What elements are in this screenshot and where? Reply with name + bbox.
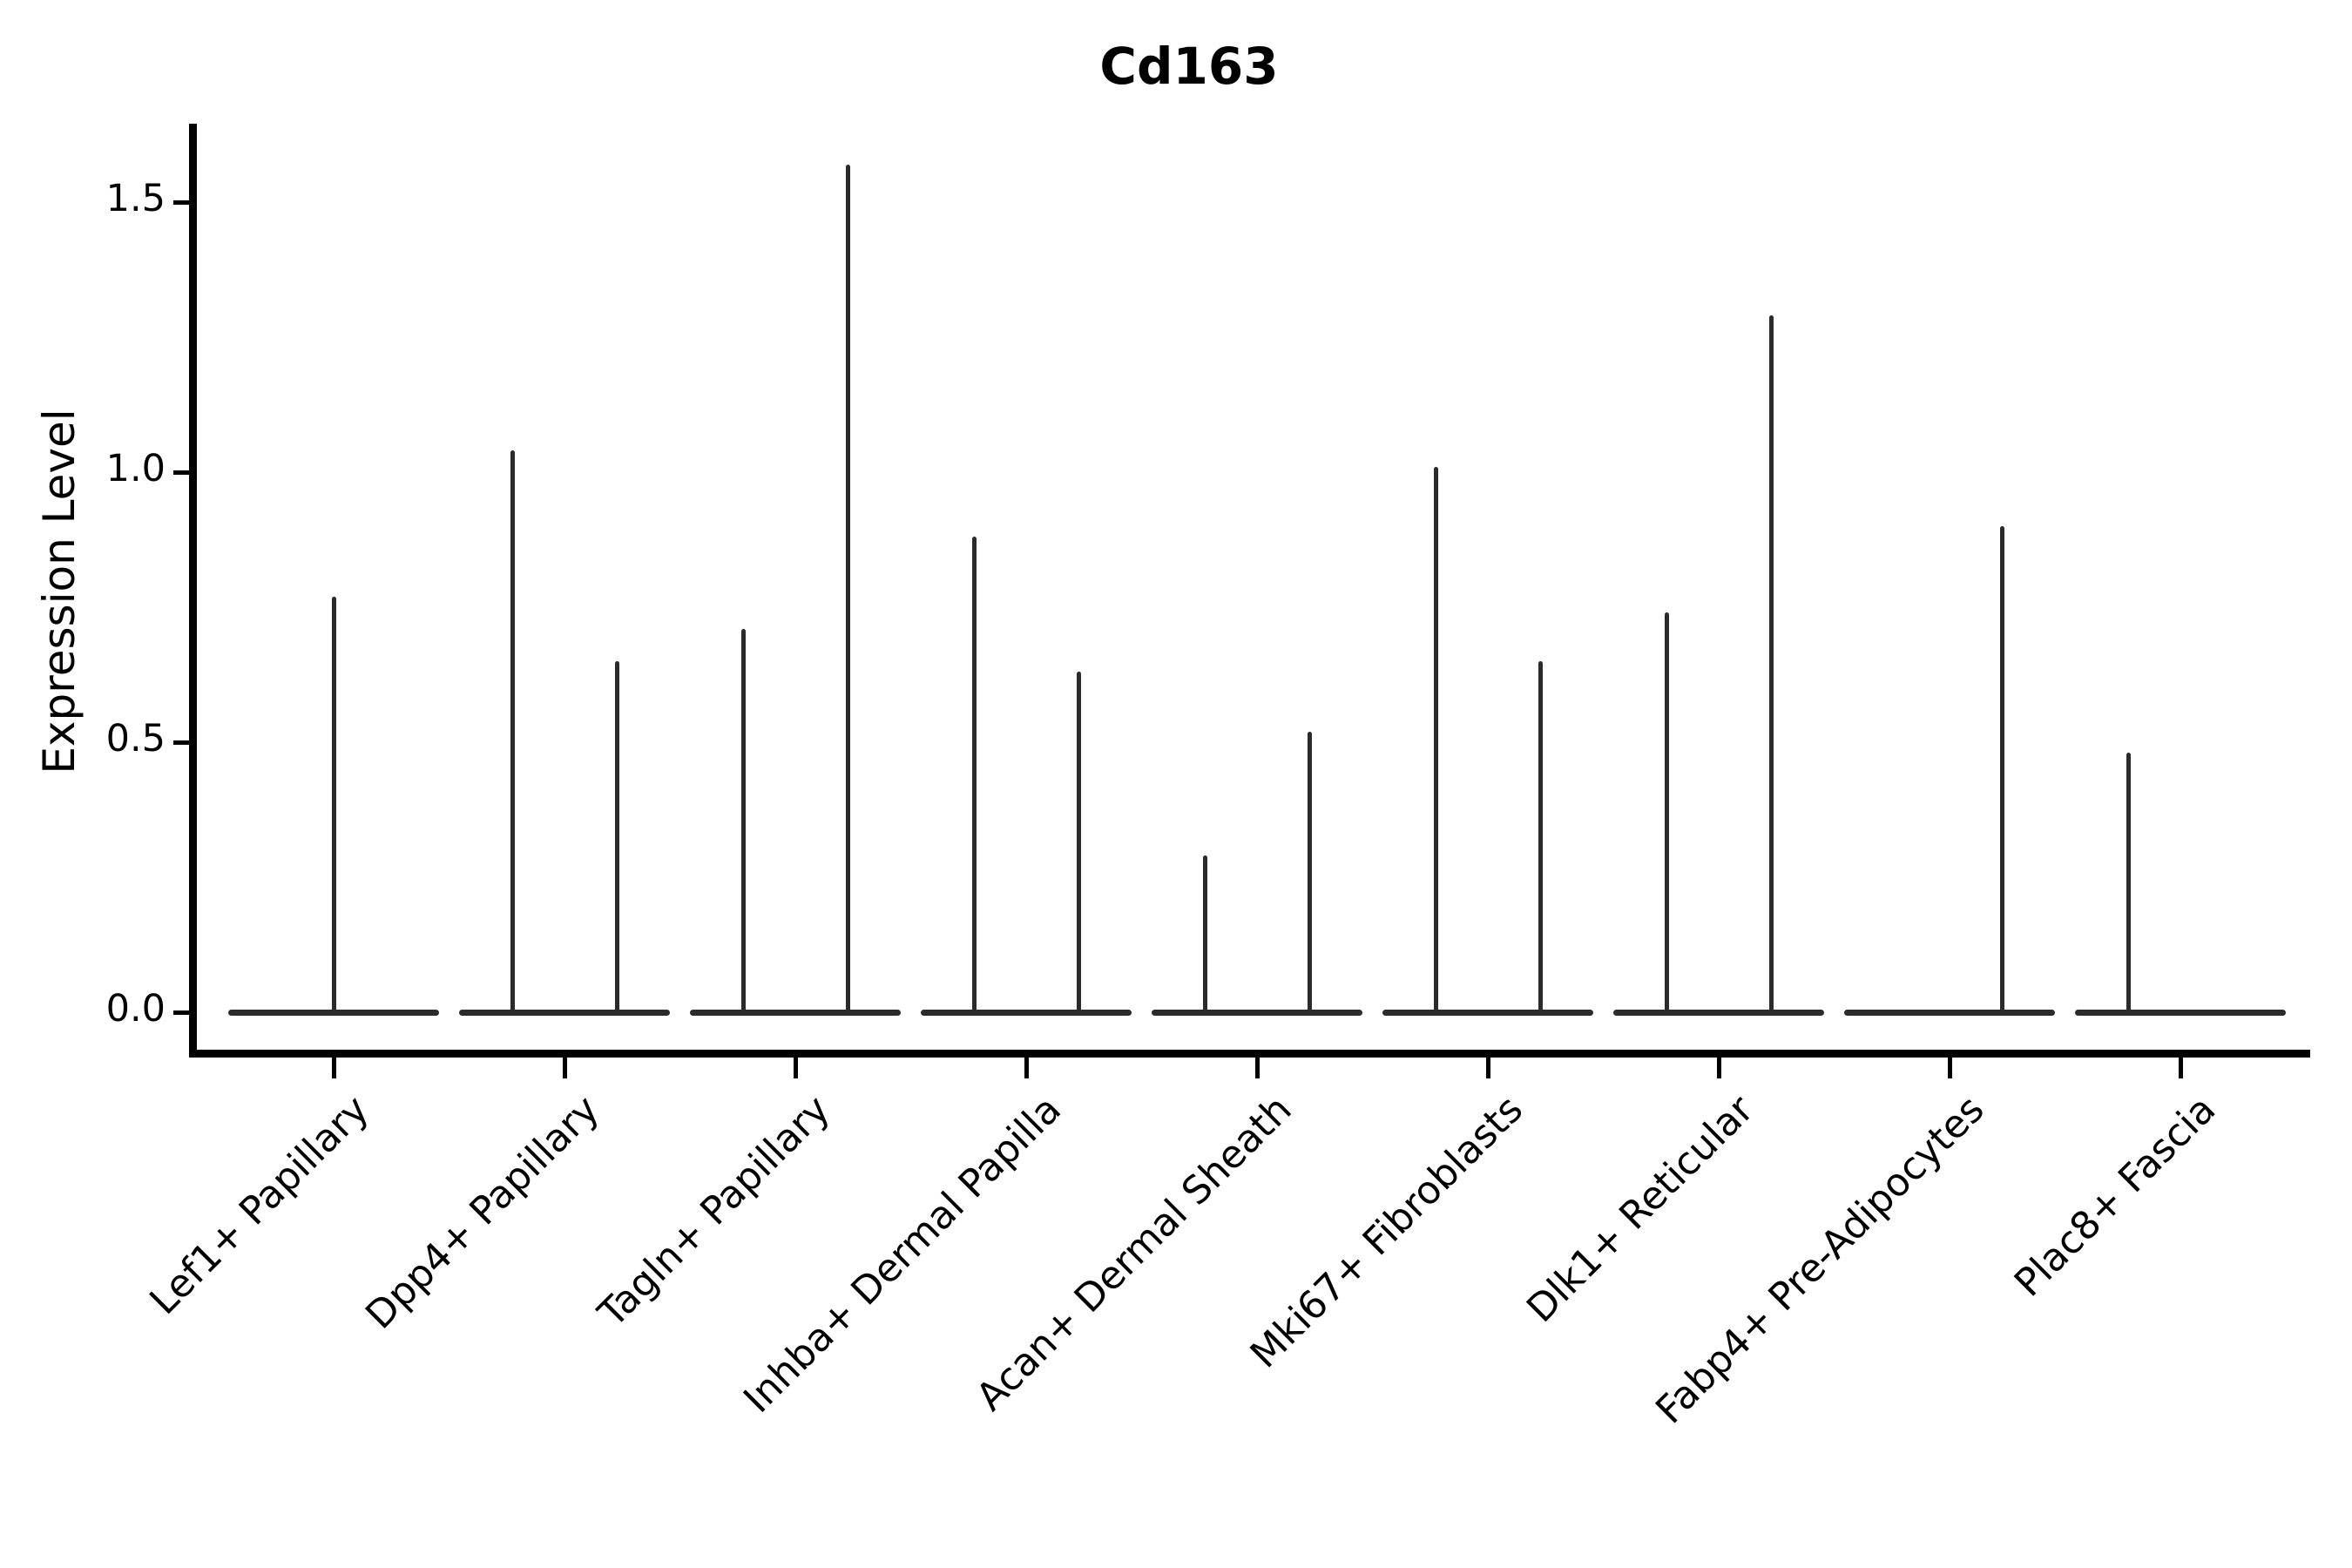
violin-spike [845, 164, 850, 1012]
violin-spike [1538, 661, 1543, 1012]
x-tick-mark [331, 1058, 336, 1078]
violin-baseline [2075, 1009, 2286, 1016]
y-tick-label: 1.5 [105, 177, 166, 220]
y-tick-mark [173, 470, 193, 475]
violin-spike [1202, 855, 1207, 1012]
y-tick-mark [173, 1010, 193, 1015]
x-tick-mark [1024, 1058, 1029, 1078]
violin-spike [1768, 315, 1774, 1012]
violin-spike [1076, 672, 1081, 1012]
x-axis-spine [189, 1050, 2310, 1058]
chart-title: Cd163 [1099, 37, 1279, 96]
violin-spike [1307, 731, 1312, 1012]
x-tick-label: Dpp4+ Papillary [357, 1087, 609, 1338]
violin-baseline [1152, 1009, 1362, 1016]
y-tick-label: 1.0 [105, 447, 166, 490]
violin-spike [2126, 753, 2131, 1012]
x-tick-label: Dlk1+ Reticular [1518, 1087, 1763, 1331]
x-tick-label: Lef1+ Papillary [140, 1087, 378, 1324]
violin-baseline [921, 1009, 1132, 1016]
x-tick-mark [1254, 1058, 1260, 1078]
y-tick-mark [173, 740, 193, 745]
y-tick-label: 0.5 [105, 717, 166, 760]
violin-baseline [1613, 1009, 1824, 1016]
violin-spike [1664, 612, 1669, 1012]
x-tick-mark [1716, 1058, 1721, 1078]
y-axis-spine [189, 124, 197, 1058]
violin-spike [1999, 526, 2004, 1012]
violin-baseline [228, 1009, 439, 1016]
violin-baseline [1382, 1009, 1593, 1016]
violin-spike [331, 596, 336, 1012]
violin-spike [740, 628, 746, 1012]
y-axis-label: Expression Level [34, 409, 84, 774]
x-tick-label: Tagln+ Papillary [590, 1087, 840, 1336]
x-tick-label: Plac8+ Fascia [2005, 1087, 2225, 1306]
x-tick-mark [1947, 1058, 1952, 1078]
violin-baseline [1844, 1009, 2055, 1016]
x-tick-mark [1485, 1058, 1490, 1078]
x-tick-mark [793, 1058, 798, 1078]
x-tick-mark [562, 1058, 567, 1078]
violin-spike [614, 661, 619, 1012]
violin-baseline [690, 1009, 901, 1016]
y-tick-mark [173, 199, 193, 205]
violin-spike [510, 450, 515, 1012]
y-tick-label: 0.0 [105, 987, 166, 1031]
violin-spike [1433, 466, 1438, 1012]
violin-baseline [459, 1009, 670, 1016]
x-tick-mark [2178, 1058, 2183, 1078]
violin-spike [971, 537, 977, 1012]
